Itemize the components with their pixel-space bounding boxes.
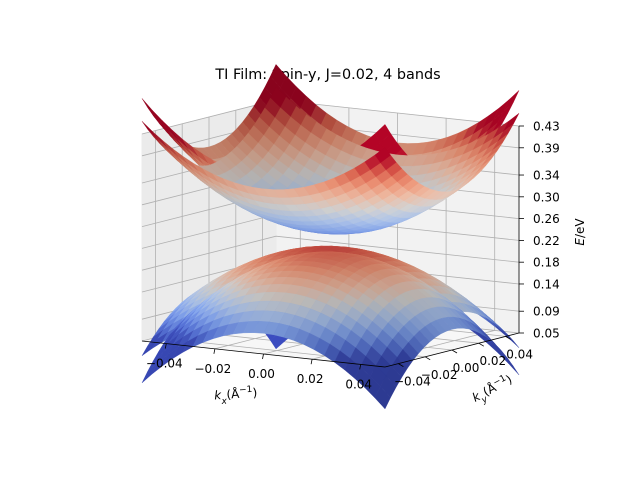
y-tick-label: 0.04: [506, 347, 533, 361]
x-axis-label: kx(Å−1): [214, 385, 258, 408]
x-tick-mark: [310, 359, 313, 365]
y-tick-mark: [505, 336, 511, 340]
y-tick-mark: [478, 342, 485, 347]
z-grid-line: [141, 235, 520, 271]
y-tick-label: 0.02: [479, 354, 506, 368]
x-tick-mark: [359, 364, 362, 370]
upper-band-inner: [141, 86, 520, 235]
z-tick-label: 0.39: [533, 141, 560, 155]
surface-patch: [151, 109, 168, 130]
y-tick-mark: [398, 363, 404, 367]
x-tick-mark: [213, 348, 216, 354]
z-tick-label: 0.34: [533, 169, 560, 183]
x-tick-label: −0.02: [195, 362, 232, 376]
chart-title: TI Film: Spin-y, J=0.02, 4 bands: [214, 67, 440, 83]
x-tick-label: 0.02: [297, 372, 324, 386]
surface-patch: [374, 124, 391, 144]
surface-patch: [374, 147, 391, 164]
z-tick-label: 0.22: [533, 234, 560, 248]
z-tick-label: 0.26: [533, 212, 560, 226]
z-axis-label: E/eV: [573, 218, 587, 246]
x-tick-label: −0.04: [146, 357, 183, 371]
y-tick-label: 0.00: [453, 361, 480, 375]
surface-bands: [141, 64, 520, 410]
surface-patch: [141, 98, 158, 120]
z-tick-label: 0.18: [533, 256, 560, 270]
y-axis-label: ky(Å−1): [469, 371, 516, 409]
x-tick-label: 0.00: [248, 367, 275, 381]
z-tick-label: 0.14: [533, 278, 560, 292]
z-tick-label: 0.05: [533, 327, 560, 341]
z-tick-label: 0.30: [533, 190, 560, 204]
surface-patch: [503, 90, 520, 112]
y-tick-mark: [424, 356, 431, 361]
surface-patch: [374, 386, 391, 410]
x-tick-label: 0.04: [345, 377, 372, 391]
z-tick-label: 0.43: [533, 120, 560, 134]
x-tick-mark: [262, 353, 264, 360]
y-tick-mark: [451, 349, 458, 354]
lower-band-outer: [141, 251, 520, 410]
x-tick-mark: [164, 343, 167, 349]
axes: −0.04 −0.02 0.00 0.02 0.04 −0.04−0.020.00 0.02…: [141, 120, 560, 391]
y-tick-label: −0.04: [394, 375, 431, 389]
y-tick-label: −0.02: [421, 368, 458, 382]
z-tick-label: 0.09: [533, 305, 560, 319]
